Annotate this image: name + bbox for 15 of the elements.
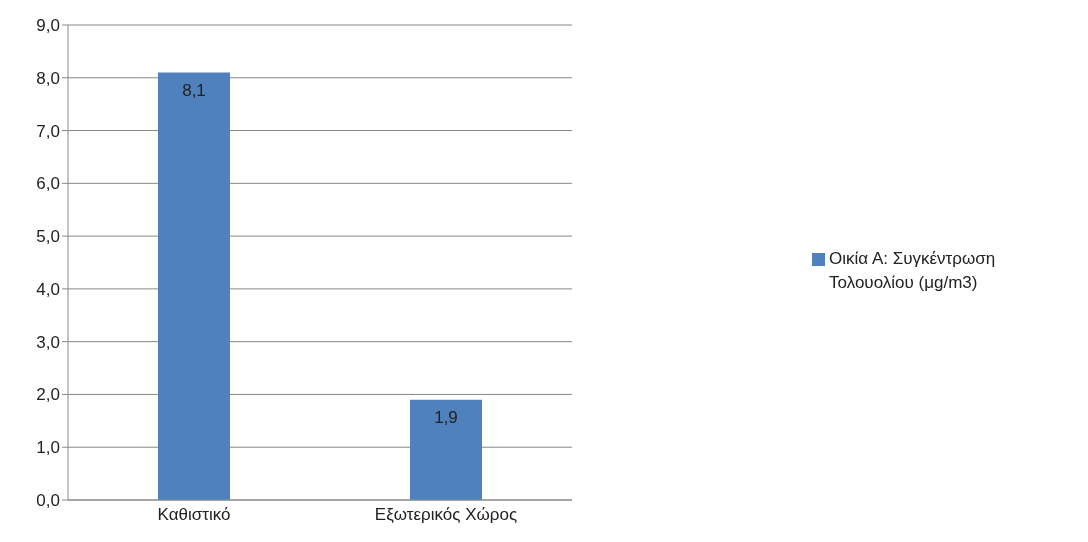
y-tick-label: 6,0	[36, 174, 60, 194]
y-tick-label: 9,0	[36, 16, 60, 36]
y-tick-label: 2,0	[36, 385, 60, 405]
y-tick-label: 5,0	[36, 227, 60, 247]
y-tick-label: 7,0	[36, 121, 60, 141]
y-tick-label: 8,0	[36, 68, 60, 88]
y-tick-label: 4,0	[36, 279, 60, 299]
legend-label: Οικία Α: Συγκέντρωση Τολουολίου (μg/m3)	[829, 248, 997, 294]
data-label: 8,1	[182, 81, 206, 100]
data-label: 1,9	[434, 408, 458, 428]
y-tick-label: 3,0	[36, 332, 60, 352]
y-tick-label: 0,0	[36, 491, 60, 511]
x-tick-label: Καθιστικό	[157, 505, 231, 525]
y-tick-label: 1,0	[36, 438, 60, 458]
x-tick-label: Εξωτερικός Χώρος	[374, 505, 518, 525]
